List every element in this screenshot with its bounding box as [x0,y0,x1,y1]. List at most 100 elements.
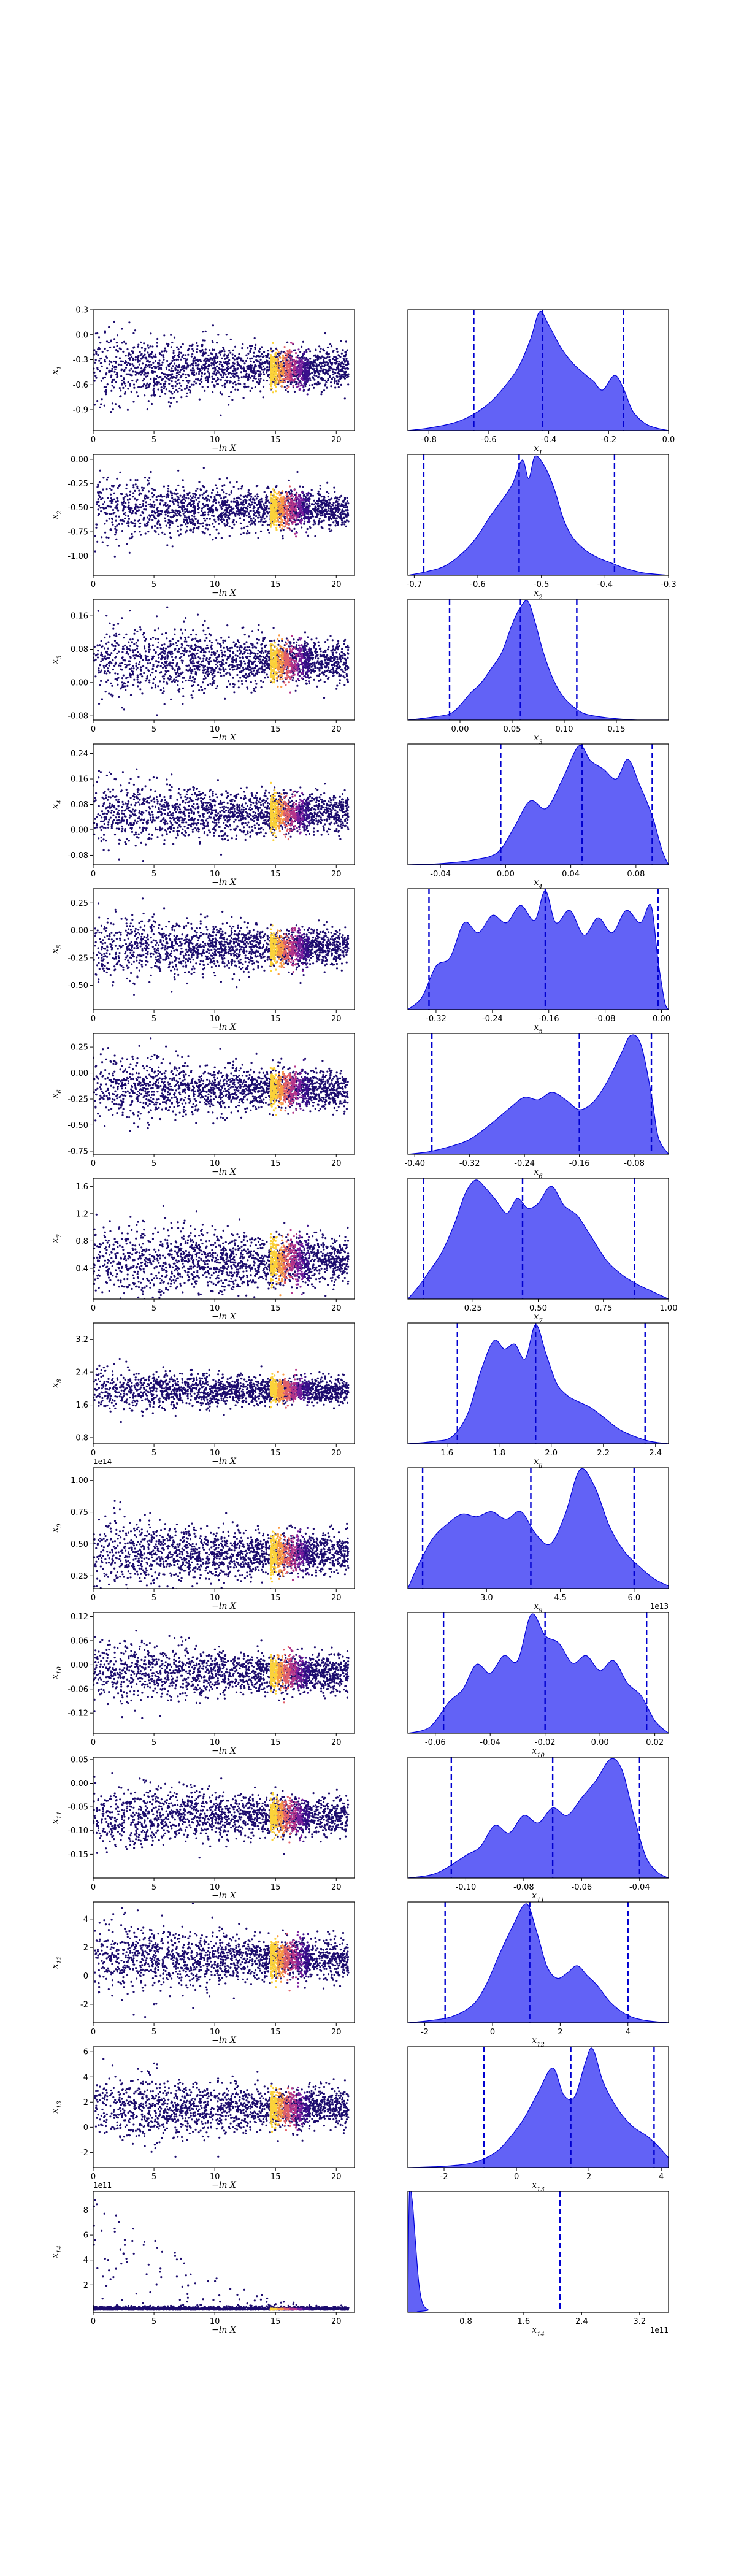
scatter-point [151,644,154,646]
scatter-point [191,648,193,650]
scatter-point [168,383,171,385]
scatter-point [126,348,129,351]
scatter-point-converged [286,507,288,510]
scatter-point [337,379,340,381]
scatter-point-converged [289,368,292,370]
scatter-point [336,500,339,503]
scatter-point [215,494,218,496]
scatter-point [171,500,174,503]
scatter-point [332,370,334,374]
scatter-point [201,507,203,510]
scatter-point [221,514,223,517]
scatter-point [107,497,109,499]
scatter-point-converged [299,367,302,370]
scatter-point [179,494,182,497]
scatter-point [246,367,248,370]
scatter-point [96,400,99,402]
scatter-point [125,502,127,504]
scatter-point [154,366,156,369]
scatter-point [264,361,267,364]
scatter-point-converged [281,502,283,504]
scatter-point [327,379,329,381]
scatter-point [149,345,151,348]
scatter-point-converged [296,366,299,369]
scatter-point [207,505,209,508]
scatter-point [174,500,177,502]
scatter-point [167,488,170,490]
scatter-point-converged [274,378,277,380]
scatter-point-converged [278,506,281,508]
scatter-point [325,352,328,355]
scatter-point [218,351,221,354]
scatter-point [232,361,234,364]
scatter-point [156,527,159,529]
scatter-point [343,516,345,519]
scatter-point [125,366,128,369]
scatter-point [113,320,115,323]
scatter-point [223,670,225,672]
y-tick-label: -0.6 [73,381,88,390]
scatter-point [117,677,120,679]
scatter-point [254,372,256,374]
scatter-point [311,383,313,386]
scatter-point [163,680,165,683]
scatter-point [223,509,226,512]
scatter-point [328,527,331,531]
y-tick-label: -0.75 [67,528,88,537]
scatter-point [187,353,190,356]
scatter-point [138,386,140,388]
scatter-point [153,524,156,527]
scatter-point [258,378,260,381]
scatter-point [259,505,262,507]
scatter-point-converged [291,504,294,506]
y-tick-label: 0.00 [71,455,88,464]
scatter-point [128,369,131,372]
scatter-point [258,381,261,383]
scatter-point-converged [292,521,294,524]
scatter-point [318,521,321,524]
scatter-point [117,683,119,686]
scatter-point-converged [293,371,296,374]
scatter-point [335,347,338,350]
scatter-point [160,364,163,366]
scatter-point [240,503,242,505]
scatter-point [226,376,228,378]
scatter-point [335,510,337,512]
scatter-point [99,469,101,472]
scatter-point [288,356,290,359]
x-tick-label: -0.8 [421,435,437,445]
scatter-point [330,381,332,384]
scatter-point [142,487,145,489]
scatter-point [261,524,264,526]
scatter-point [128,362,131,366]
scatter-point [265,499,267,501]
scatter-point [145,524,148,527]
scatter-point [98,491,101,494]
scatter-point [345,519,348,522]
scatter-point [343,510,345,513]
scatter-point [321,365,323,367]
scatter-point [333,516,335,518]
scatter-point [309,358,312,360]
scatter-point [218,523,220,525]
scatter-point [214,369,217,372]
scatter-point-converged [308,362,310,365]
scatter-point [232,521,234,523]
scatter-point-converged [307,369,309,372]
scatter-point-converged [293,520,296,523]
scatter-point [297,519,300,521]
scatter-point [335,357,338,359]
scatter-point-converged [270,387,273,390]
scatter-point-converged [286,353,289,355]
scatter-point [146,382,148,385]
scatter-point-converged [290,520,293,523]
scatter-point-converged [306,366,309,369]
scatter-point [326,513,328,515]
scatter-point [100,491,102,494]
scatter-point [324,651,327,653]
scatter-point [249,389,251,393]
scatter-point [340,519,343,522]
scatter-point [318,382,321,385]
scatter-point [246,510,248,513]
scatter-point [141,356,144,359]
